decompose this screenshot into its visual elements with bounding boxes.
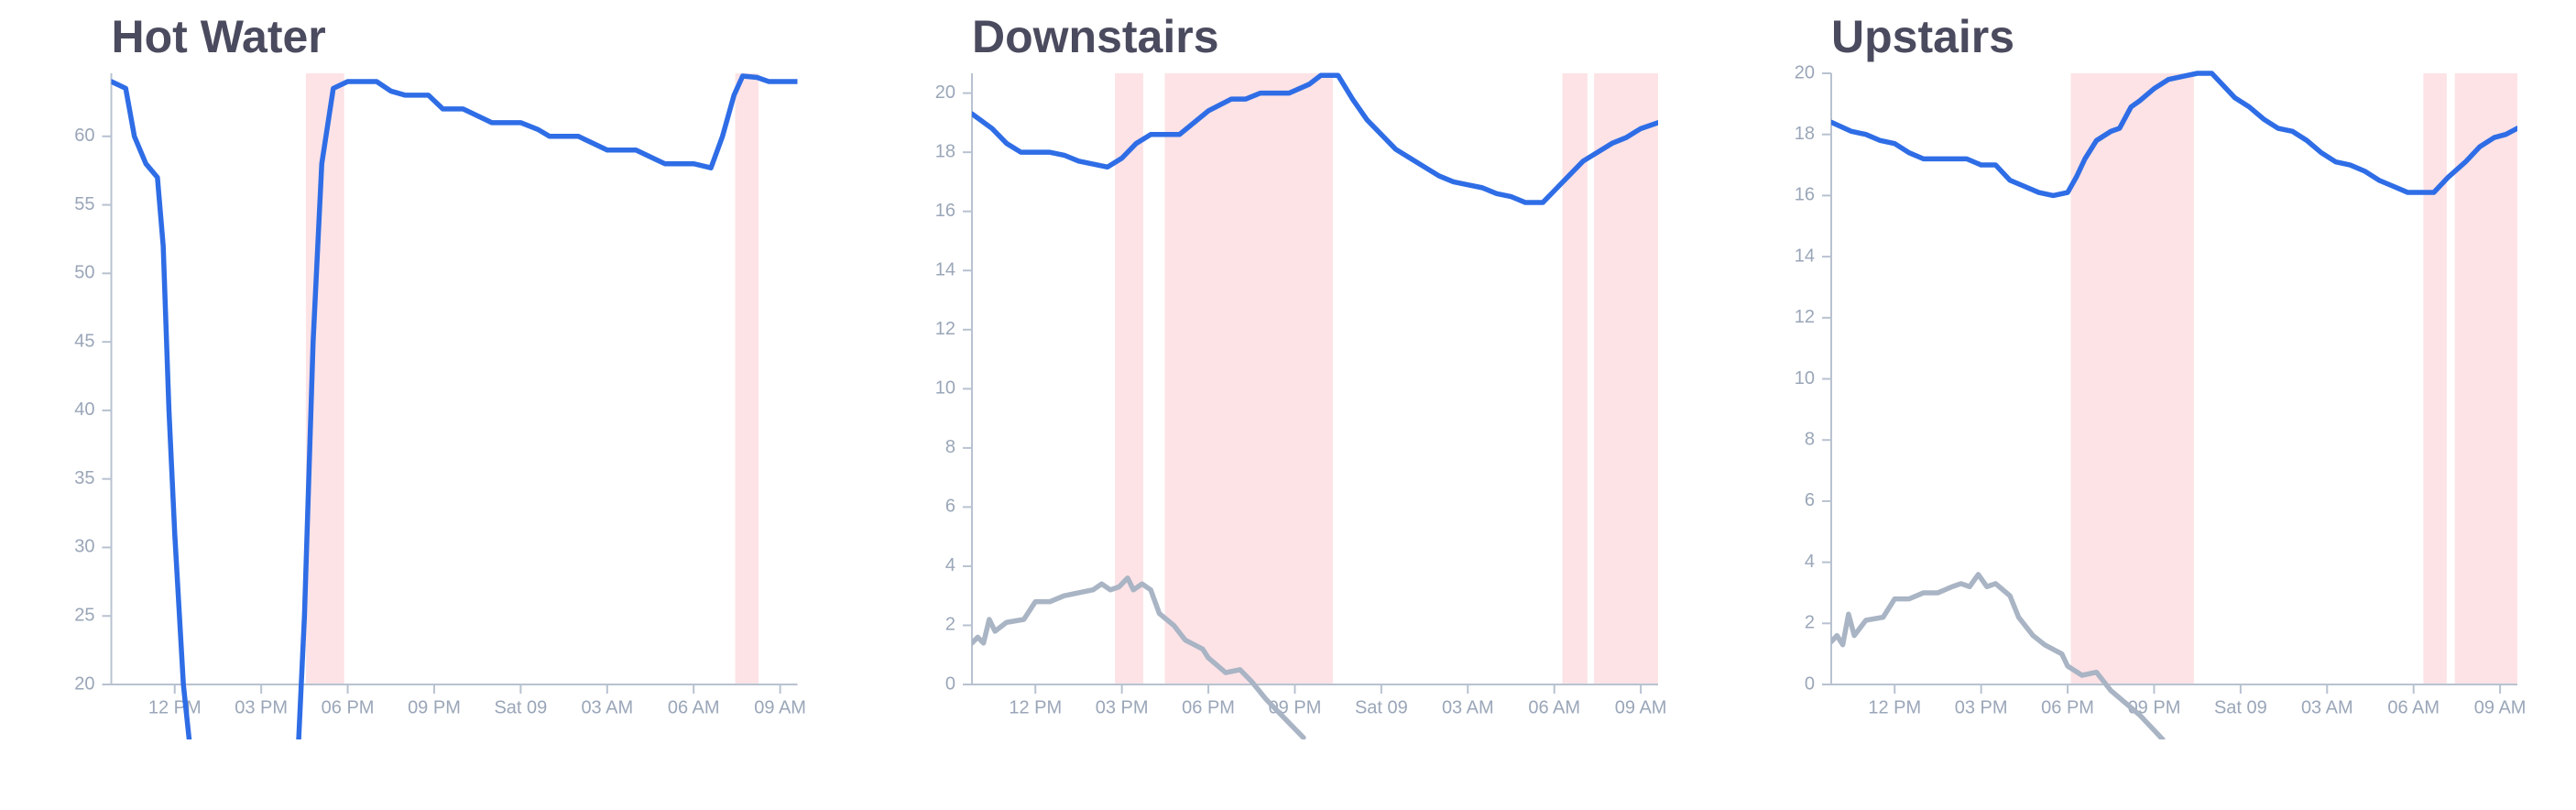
y-tick-label: 55 <box>74 194 94 214</box>
y-tick-label: 0 <box>1805 673 1815 694</box>
y-tick-label: 18 <box>1795 124 1815 144</box>
x-tick-label: 12 PM <box>148 697 202 717</box>
heating-band <box>1562 73 1588 684</box>
y-tick-label: 16 <box>1795 185 1815 205</box>
y-tick-label: 6 <box>1805 490 1815 510</box>
x-tick-label: 03 AM <box>1442 697 1494 717</box>
heating-band <box>1115 73 1143 684</box>
x-tick-label: 03 AM <box>581 697 633 717</box>
series-line <box>1831 572 2166 739</box>
chart-title: Upstairs <box>1831 11 2014 62</box>
series-line <box>972 575 1306 739</box>
y-tick-label: 8 <box>945 437 955 457</box>
x-tick-label: 03 PM <box>1096 697 1149 717</box>
heating-band <box>2454 73 2517 684</box>
x-tick-label: 03 AM <box>2301 697 2353 717</box>
y-tick-label: 20 <box>74 673 94 694</box>
y-tick-label: 50 <box>74 263 94 283</box>
y-tick-label: 60 <box>74 126 94 146</box>
y-tick-label: 14 <box>1795 246 1815 266</box>
y-tick-label: 18 <box>935 141 955 161</box>
x-tick-label: 06 AM <box>2387 697 2440 717</box>
chart-title: Downstairs <box>972 11 1219 62</box>
y-tick-label: 10 <box>935 378 955 399</box>
chart-panel: Hot Water 20 25 30 35 40 45 50 55 60 12 PM 03 PM 06 … <box>74 11 806 739</box>
x-tick-label: 09 AM <box>754 697 806 717</box>
chart-title: Hot Water <box>112 11 326 62</box>
x-tick-label: 09 AM <box>1615 697 1667 717</box>
x-tick-label: Sat 09 <box>494 697 547 717</box>
x-tick-label: 06 AM <box>668 697 720 717</box>
chart-panel: Upstairs 0 2 4 6 8 10 12 14 16 18 20 12 PM 03 PM 06 PM… <box>1795 11 2527 739</box>
x-tick-label: Sat 09 <box>2214 697 2267 717</box>
y-tick-label: 4 <box>1805 552 1815 572</box>
y-tick-label: 12 <box>1795 307 1815 327</box>
y-tick-label: 20 <box>935 82 955 103</box>
x-tick-label: 03 PM <box>235 697 288 717</box>
chart-panel: Downstairs 0 2 4 6 8 10 12 14 16 18 20 12 PM 03 PM 06 … <box>935 11 1667 739</box>
y-tick-label: 30 <box>74 537 94 557</box>
x-tick-label: 06 AM <box>1528 697 1580 717</box>
y-tick-label: 12 <box>935 319 955 339</box>
x-tick-label: 06 PM <box>1182 697 1235 717</box>
y-tick-label: 20 <box>1795 62 1815 82</box>
x-tick-label: 12 PM <box>1009 697 1062 717</box>
heating-band <box>1164 73 1334 684</box>
x-tick-label: 06 PM <box>322 697 375 717</box>
y-tick-label: 2 <box>945 615 955 635</box>
x-tick-label: Sat 09 <box>1355 697 1408 717</box>
x-tick-label: 12 PM <box>1868 697 1921 717</box>
y-tick-label: 25 <box>74 606 94 626</box>
x-tick-label: 09 AM <box>2474 697 2527 717</box>
x-tick-label: 09 PM <box>2128 697 2181 717</box>
heating-band <box>2423 73 2447 684</box>
x-tick-label: 06 PM <box>2041 697 2094 717</box>
y-tick-label: 4 <box>945 555 955 575</box>
heating-band <box>1594 73 1658 684</box>
heating-band <box>2070 73 2194 684</box>
heating-band <box>735 73 759 684</box>
series-line <box>1831 71 2517 199</box>
y-tick-label: 16 <box>935 201 955 221</box>
y-tick-label: 40 <box>74 400 94 420</box>
y-tick-label: 45 <box>74 331 94 351</box>
y-tick-label: 0 <box>945 673 955 694</box>
y-tick-label: 14 <box>935 260 955 280</box>
y-tick-label: 6 <box>945 497 955 517</box>
y-tick-label: 10 <box>1795 368 1815 389</box>
y-tick-label: 8 <box>1805 429 1815 449</box>
y-tick-label: 2 <box>1805 613 1815 633</box>
series-line <box>972 72 1658 205</box>
y-tick-label: 35 <box>74 468 94 488</box>
series-line <box>111 73 798 739</box>
x-tick-label: 09 PM <box>408 697 461 717</box>
x-tick-label: 03 PM <box>1955 697 2008 717</box>
